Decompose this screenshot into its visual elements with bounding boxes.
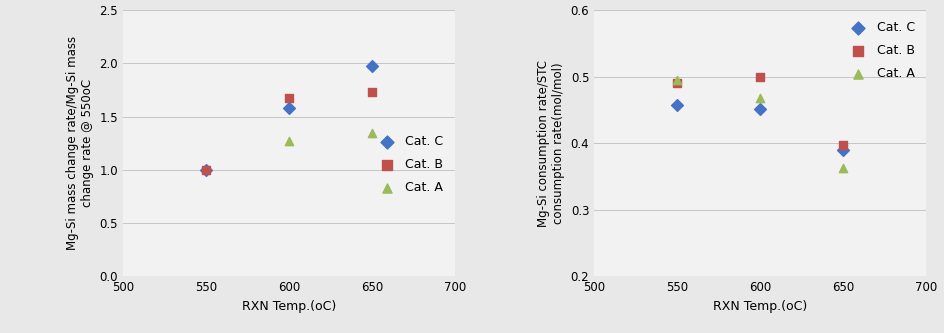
Cat. A bbox=[751, 95, 767, 101]
Cat. C bbox=[198, 167, 213, 172]
Legend: Cat. C, Cat. B, Cat. A: Cat. C, Cat. B, Cat. A bbox=[369, 130, 448, 199]
X-axis label: RXN Temp.(oC): RXN Temp.(oC) bbox=[242, 300, 335, 313]
Cat. C bbox=[281, 105, 296, 111]
Cat. C bbox=[669, 103, 684, 108]
Cat. B bbox=[198, 167, 213, 172]
X-axis label: RXN Temp.(oC): RXN Temp.(oC) bbox=[713, 300, 806, 313]
Cat. C bbox=[363, 64, 379, 69]
Y-axis label: Mg-Si mass change rate/Mg-Si mass
change rate @ 550oC: Mg-Si mass change rate/Mg-Si mass change… bbox=[66, 36, 93, 250]
Cat. A bbox=[363, 130, 379, 135]
Cat. B bbox=[363, 89, 379, 95]
Cat. B bbox=[281, 96, 296, 101]
Cat. B bbox=[751, 74, 767, 79]
Cat. A bbox=[834, 166, 850, 171]
Legend: Cat. C, Cat. B, Cat. A: Cat. C, Cat. B, Cat. A bbox=[839, 16, 919, 85]
Cat. B bbox=[669, 81, 684, 86]
Cat. C bbox=[834, 147, 850, 153]
Y-axis label: Mg-Si consumption rate/STC
consumption rate(mol/mol): Mg-Si consumption rate/STC consumption r… bbox=[536, 60, 565, 227]
Cat. A bbox=[281, 139, 296, 144]
Cat. A bbox=[669, 77, 684, 83]
Cat. B bbox=[834, 142, 850, 147]
Cat. C bbox=[751, 106, 767, 111]
